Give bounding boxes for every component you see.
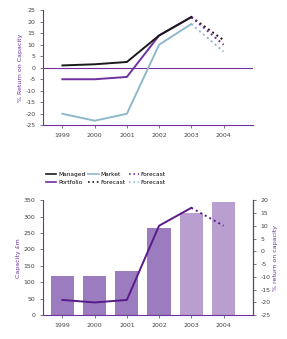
Legend: Managed, Portfolio, Market, Forecast, Forecast, Forecast: Managed, Portfolio, Market, Forecast, Fo… bbox=[46, 172, 166, 185]
Bar bbox=[115, 271, 138, 315]
Y-axis label: % Return on Capacity: % Return on Capacity bbox=[18, 34, 22, 102]
Bar bbox=[212, 202, 235, 315]
Bar bbox=[83, 276, 106, 315]
Y-axis label: % return on capacity: % return on capacity bbox=[273, 225, 278, 291]
Bar bbox=[148, 228, 171, 315]
Bar bbox=[180, 213, 203, 315]
Y-axis label: Capacity £m: Capacity £m bbox=[16, 238, 21, 278]
Bar bbox=[51, 276, 74, 315]
